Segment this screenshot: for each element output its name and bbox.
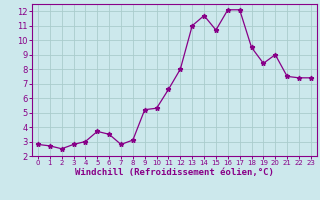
X-axis label: Windchill (Refroidissement éolien,°C): Windchill (Refroidissement éolien,°C)	[75, 168, 274, 177]
